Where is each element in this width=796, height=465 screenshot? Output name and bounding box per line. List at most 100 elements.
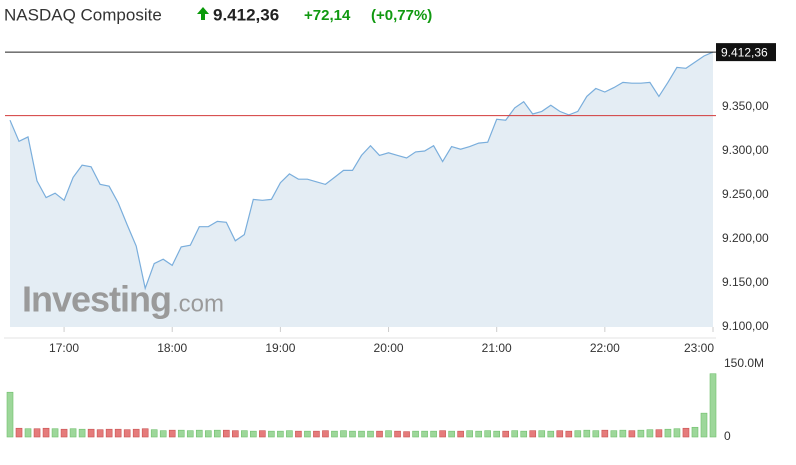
volume-bar: [69, 428, 77, 438]
volume-bar: [87, 428, 95, 438]
change: +72,14: [304, 7, 351, 24]
chart-title: NASDAQ Composite: [4, 5, 162, 24]
volume-bar: [213, 429, 221, 438]
volume-bar: [349, 430, 356, 438]
volume-bar: [529, 430, 537, 438]
x-tick-label: 18:00: [157, 341, 187, 355]
x-tick-label: 23:00: [684, 341, 714, 355]
volume-bar: [673, 428, 681, 438]
volume-bar: [646, 429, 654, 438]
volume-bar: [277, 430, 284, 438]
volume-bar: [186, 430, 194, 438]
volume-bar: [655, 429, 663, 438]
volume-bar: [565, 430, 573, 438]
volume-bar: [42, 427, 50, 438]
volume-bar: [547, 430, 555, 438]
volume-bar: [250, 430, 257, 438]
volume-bar: [195, 429, 203, 438]
volume-bar: [709, 373, 717, 438]
volume-bar: [448, 430, 455, 438]
x-tick-label: 19:00: [265, 341, 295, 355]
volume-tick-label: 0: [724, 429, 731, 443]
volume-bar: [286, 430, 293, 438]
volume-bar: [358, 430, 365, 438]
volume-bar: [682, 427, 690, 438]
volume-bar: [493, 430, 500, 438]
volume-bar: [430, 430, 437, 438]
volume-bar: [232, 430, 239, 438]
volume-bar: [241, 430, 248, 438]
area: [10, 52, 713, 327]
volume-bar: [385, 430, 392, 438]
volume-bar: [96, 429, 104, 438]
volume-bar: [322, 430, 329, 438]
volume-bar: [475, 430, 482, 438]
volume-bar: [24, 428, 32, 438]
volume-bar: [123, 429, 131, 438]
volume-bar: [295, 430, 302, 438]
volume-bar: [403, 431, 410, 438]
price: 9.412,36: [213, 5, 279, 24]
y-tick-label: 9.200,00: [722, 231, 769, 245]
volume-bar: [601, 429, 609, 438]
volume-bar: [51, 428, 59, 438]
volume-bar: [15, 427, 23, 438]
volume-bar: [60, 428, 68, 438]
volume-bar: [78, 428, 86, 438]
volume-bar: [33, 428, 41, 438]
volume-bar: [691, 426, 699, 438]
y-tick-label: 9.350,00: [722, 99, 769, 113]
volume-bar: [132, 428, 140, 438]
volume-bar: [114, 428, 122, 438]
volume-bar: [177, 429, 185, 438]
y-tick-label: 9.150,00: [722, 275, 769, 289]
volume-bar: [592, 430, 600, 438]
volume-bar: [538, 430, 546, 438]
y-tick-label: 9.100,00: [722, 319, 769, 333]
volume-bar: [141, 428, 149, 438]
volume-bar: [105, 428, 113, 438]
volume-bar: [159, 430, 167, 438]
volume-bar: [304, 430, 311, 438]
volume-bar: [700, 412, 708, 438]
x-tick-label: 20:00: [374, 341, 404, 355]
watermark: Investing: [22, 279, 171, 320]
watermark-suffix: .com: [172, 290, 224, 317]
volume-bar: [619, 429, 627, 438]
volume-bar: [331, 430, 338, 438]
volume-bar: [664, 428, 672, 438]
volume-bar: [628, 430, 636, 438]
volume-bar: [502, 430, 510, 438]
volume-bar: [637, 429, 645, 438]
volume-bar: [6, 391, 14, 438]
volume-bar: [367, 430, 374, 438]
price-line: [9, 51, 714, 291]
volume-bar: [511, 430, 519, 438]
x-tick-label: 17:00: [49, 341, 79, 355]
volume-bar: [204, 430, 212, 438]
x-tick-label: 22:00: [590, 341, 620, 355]
volume-bar: [394, 430, 401, 438]
volume-bar: [610, 430, 618, 438]
last-price-box: [716, 43, 776, 62]
volume-bar: [466, 430, 473, 438]
volume-bar: [439, 430, 446, 438]
volume-bar: [313, 430, 320, 438]
volume-bar: [484, 430, 491, 438]
volume-bar: [421, 430, 428, 438]
volume-bar: [574, 430, 582, 438]
x-tick-label: 21:00: [482, 341, 512, 355]
volume-bar: [340, 430, 347, 438]
volume-bar: [376, 430, 383, 438]
volume-tick-label: 150.0M: [724, 356, 764, 370]
volume-bar: [583, 429, 591, 438]
y-tick-label: 9.300,00: [722, 143, 769, 157]
volume-bar: [556, 430, 564, 438]
change-pct: (+0,77%): [371, 7, 432, 24]
volume-bar: [150, 429, 158, 438]
volume-bar: [259, 430, 266, 438]
volume-bar: [457, 430, 464, 438]
volume-bar: [268, 430, 275, 438]
volume-bar: [520, 430, 528, 438]
volume-bar: [223, 429, 230, 438]
